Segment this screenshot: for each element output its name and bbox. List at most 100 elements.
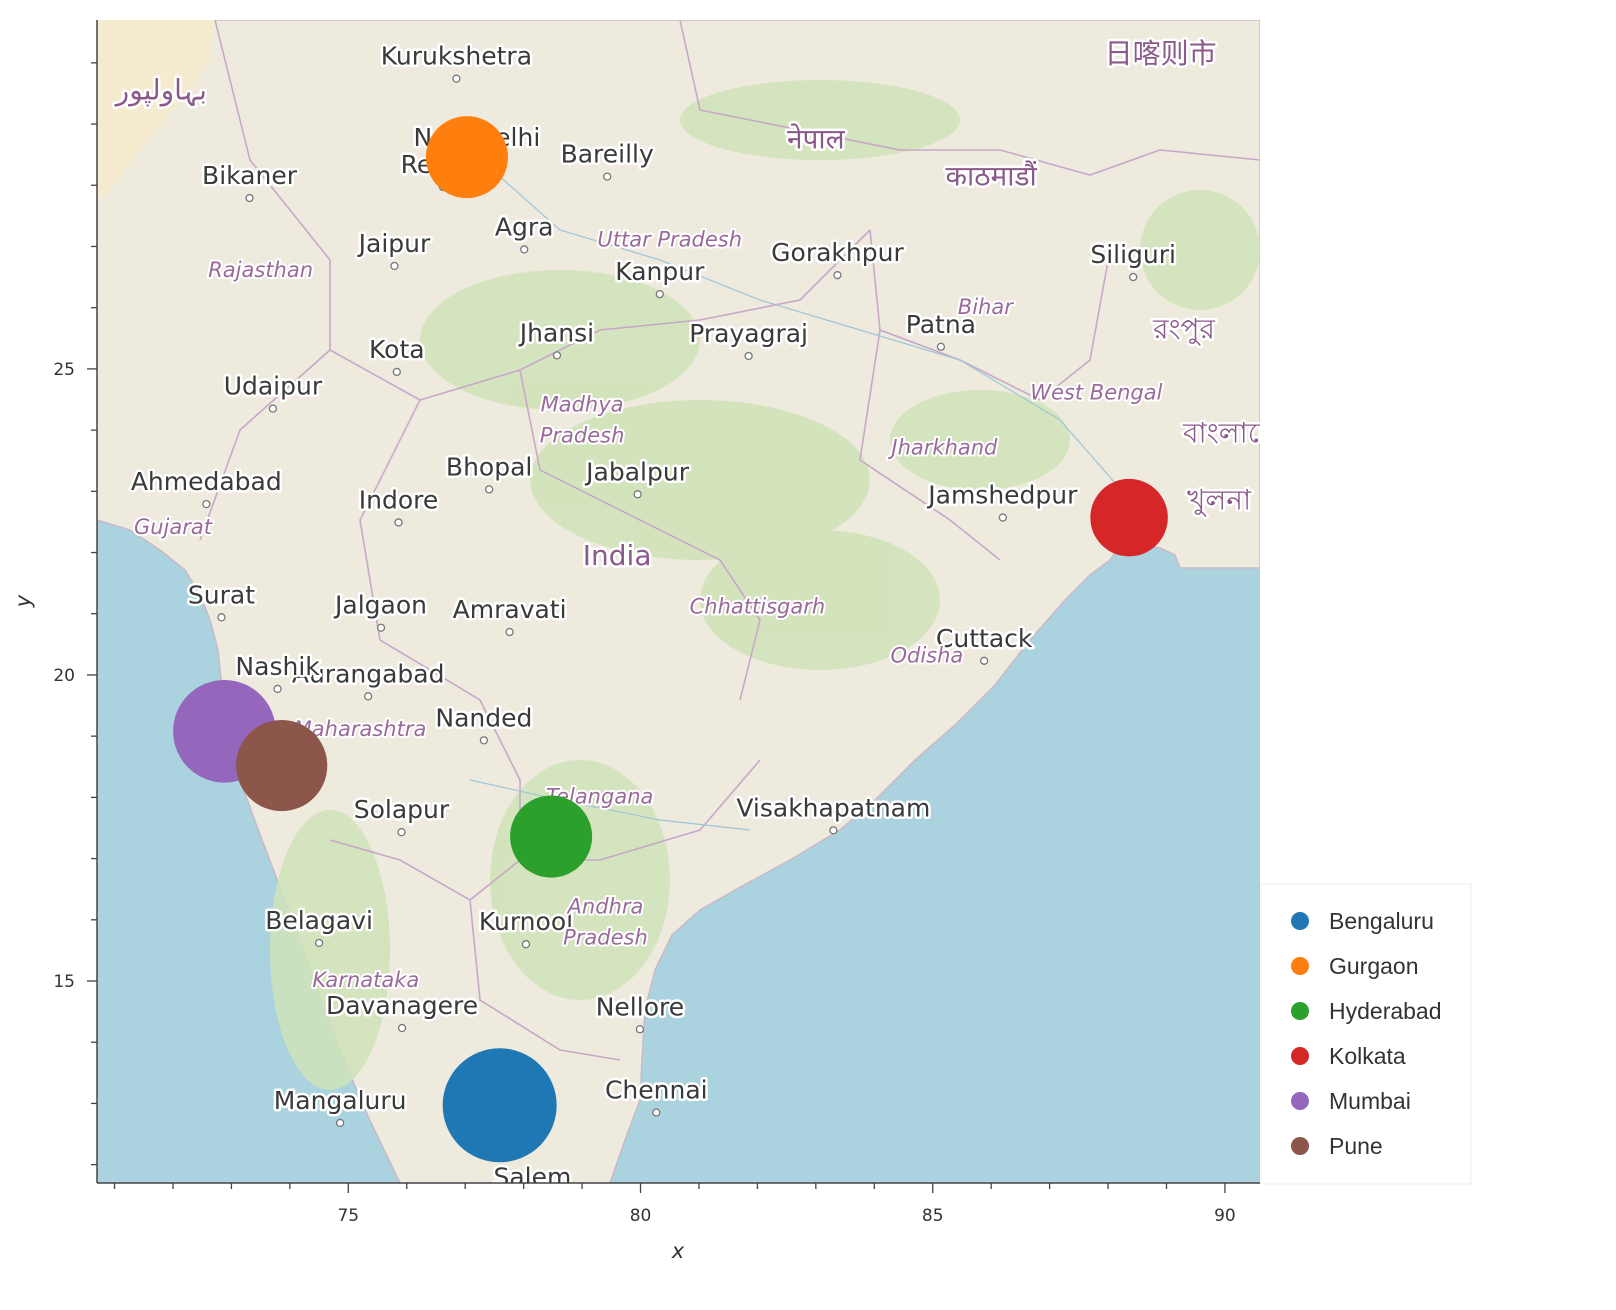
map-cities-label: Surat <box>188 580 255 609</box>
point-pune <box>236 719 328 812</box>
map-cities-label: Bareilly <box>561 140 654 169</box>
map-cities-marker <box>484 485 494 494</box>
map-cities-marker <box>268 404 278 413</box>
map-cities-marker <box>505 627 514 637</box>
map-regions-label: Uttar Pradesh <box>597 227 742 251</box>
legend-label-hyderabad: Hyderabad <box>1329 998 1442 1024</box>
map-cities-marker <box>364 692 373 701</box>
legend-items: Bengaluru Gurgaon Hyderabad Kolkata Mumbai Pu… <box>1291 908 1442 1159</box>
map-cities-marker <box>633 490 642 499</box>
map-countries-label: بہاولپور <box>114 74 207 107</box>
map-cities-label: Nashik <box>235 652 320 681</box>
map-cities-marker <box>394 518 403 527</box>
map-cities-label: Kurukshetra <box>381 42 532 71</box>
point-bengaluru <box>442 1048 557 1163</box>
scatter-points <box>173 116 1168 1163</box>
y-axis-label: y <box>11 594 35 608</box>
map-cities-marker <box>520 245 529 254</box>
map-cities-label: Visakhapatnam <box>736 793 930 822</box>
legend: Bengaluru Gurgaon Hyderabad Kolkata Mumbai Pu… <box>1260 883 1472 1185</box>
map-regions-label: Pradesh <box>540 423 625 447</box>
map-regions-label: Madhya <box>541 393 624 417</box>
legend-swatch-kolkata <box>1291 1047 1309 1065</box>
rivers <box>469 149 1131 831</box>
map-regions-label: Gujarat <box>134 515 213 539</box>
map-cities-label: Chennai <box>605 1076 708 1105</box>
map-cities-label: Ahmedabad <box>131 467 282 496</box>
map-cities-marker <box>479 736 489 745</box>
map-regions-label: West Bengal <box>1030 381 1162 405</box>
x-axis-label: x <box>671 1239 685 1263</box>
map-cities-marker <box>397 828 406 837</box>
map-cities-label: Udaipur <box>224 372 323 401</box>
map-cities-label: Cuttack <box>936 624 1033 653</box>
map-cities-marker <box>833 271 842 280</box>
map-countries-label: বাংলাদেশ <box>1182 416 1291 449</box>
map-regions-label: Rajasthan <box>208 258 313 282</box>
map-cities-label: Jabalpur <box>584 457 690 486</box>
pakistan-desert <box>97 20 215 200</box>
map-cities-marker <box>744 351 753 361</box>
map-cities-marker <box>552 351 562 360</box>
map-countries-label: India <box>583 539 652 572</box>
map-cities-label: Prayagraj <box>689 319 808 348</box>
map-regions-label: Karnataka <box>312 968 419 992</box>
point-gurgaon <box>425 116 508 199</box>
map-cities-label: Siliguri <box>1090 240 1176 269</box>
map-cities-marker <box>529 1196 536 1203</box>
axes: 75 80 85 90 15 20 25 x y <box>11 20 1260 1263</box>
point-kolkata <box>1090 478 1168 557</box>
map-cities-label: Patna <box>906 310 976 339</box>
map-cities-marker <box>452 74 461 83</box>
map-cities-label: Davanagere <box>326 991 478 1020</box>
map-countries-label: রংপুর <box>1152 312 1215 345</box>
map-cities-label: Kurnool <box>479 907 573 936</box>
map-countries-label: খুলনা <box>1187 484 1252 517</box>
map-cities-marker <box>1129 272 1138 282</box>
map-cities-marker <box>655 289 664 299</box>
map-cities-label: Jhansi <box>518 318 594 347</box>
map-regions-label: Chhattisgarh <box>690 595 826 619</box>
map-regions-label: Jharkhand <box>887 436 998 460</box>
legend-swatch-bengaluru <box>1291 912 1309 930</box>
y-tick-label: 25 <box>53 360 75 380</box>
map-cities-label: Mangaluru <box>274 1086 407 1115</box>
legend-label-pune: Pune <box>1329 1133 1383 1159</box>
map-cities-marker <box>217 613 226 622</box>
map-cities-label: Jaipur <box>357 229 431 258</box>
map-cities-marker <box>314 938 324 948</box>
map-cities-label: Indore <box>359 485 439 514</box>
y-tick-label: 15 <box>53 972 75 992</box>
x-tick-label: 80 <box>630 1206 652 1226</box>
map-cities-marker <box>521 940 531 949</box>
map-countries-label: काठमाडौं <box>946 159 1038 192</box>
point-hyderabad <box>510 795 593 878</box>
legend-swatch-pune <box>1291 1137 1309 1155</box>
y-ticks: 15 20 25 <box>53 62 97 1166</box>
y-tick-label: 20 <box>53 666 75 686</box>
map-cities-marker <box>376 623 386 632</box>
map-cities-label: Nellore <box>596 992 684 1021</box>
map-cities-marker <box>202 499 211 509</box>
map-regions-label: Odisha <box>890 644 963 668</box>
map-cities-marker <box>652 1108 661 1117</box>
map-cities-marker <box>635 1025 645 1034</box>
map-cities-label: Aurangabad <box>292 659 445 688</box>
map-cities-label: Bikaner <box>202 161 298 190</box>
map-cities-label: Gorakhpur <box>771 238 904 267</box>
map-cities-marker <box>335 1118 345 1128</box>
map-cities-label: Kanpur <box>615 257 705 286</box>
map-countries-label: 日喀则市 <box>1105 37 1217 70</box>
map-background <box>97 20 1260 1183</box>
map-cities-marker <box>980 656 989 665</box>
legend-swatch-gurgaon <box>1291 957 1309 975</box>
map-cities-label: Jalgaon <box>333 591 427 620</box>
map-cities-marker <box>936 342 946 351</box>
map-cities-label: Jamshedpur <box>926 481 1078 510</box>
legend-label-kolkata: Kolkata <box>1329 1043 1406 1069</box>
map-regions-label: Pradesh <box>563 925 648 949</box>
map-cities-marker <box>390 261 399 271</box>
x-tick-label: 85 <box>922 1206 944 1226</box>
map-cities-marker <box>392 367 401 377</box>
